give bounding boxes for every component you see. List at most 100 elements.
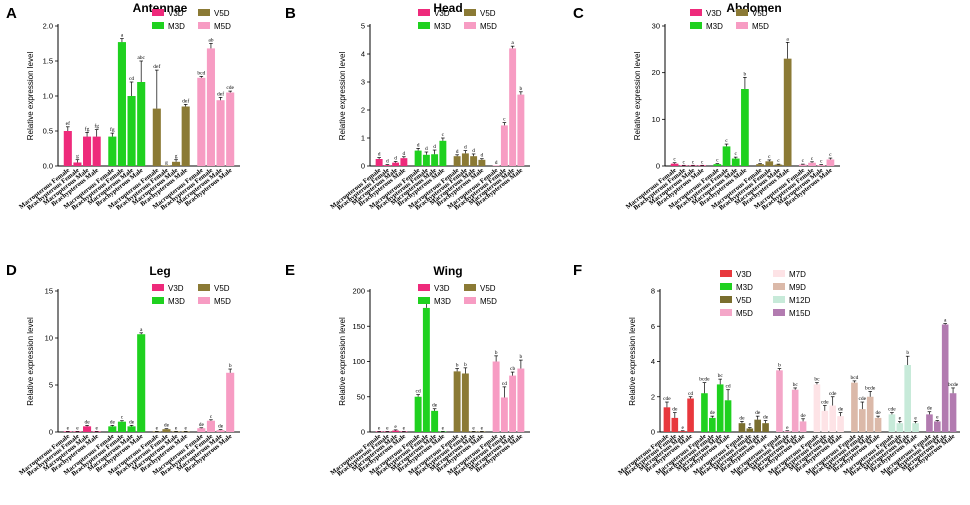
y-tick-label: 100 (352, 357, 365, 366)
bar (226, 92, 235, 166)
y-tick-label: 2 (651, 392, 655, 401)
bar (414, 396, 422, 432)
bar (392, 430, 400, 432)
legend-label: V5D (736, 296, 752, 305)
bar (859, 409, 866, 432)
bar (172, 431, 181, 432)
y-tick-label: 4 (361, 50, 365, 59)
significance-label: d (425, 146, 428, 152)
significance-label: c (442, 132, 445, 138)
y-tick-label: 0 (49, 428, 53, 437)
bar (431, 154, 439, 166)
significance-label: e (378, 425, 381, 431)
bar (500, 397, 508, 432)
significance-label: def (182, 97, 189, 104)
legend-swatch (152, 9, 164, 16)
bar (73, 431, 82, 432)
significance-label: bcde (948, 382, 959, 388)
bar (722, 146, 731, 166)
y-tick-label: 0 (651, 428, 655, 437)
bar (949, 393, 957, 432)
legend-swatch (464, 297, 476, 304)
legend-label: V3D (168, 284, 184, 293)
bar (422, 154, 430, 166)
significance-label: c (503, 117, 506, 123)
significance-label: e (156, 425, 159, 431)
bar (181, 106, 190, 166)
significance-label: e (184, 425, 187, 431)
bar (137, 334, 146, 432)
y-tick-label: 0 (656, 162, 660, 171)
legend-label: V3D (168, 9, 184, 18)
significance-label: d (481, 153, 484, 159)
bar (709, 417, 716, 432)
y-tick-label: 0 (361, 162, 365, 171)
significance-label: de (838, 407, 844, 413)
significance-label: abc (137, 55, 145, 61)
significance-label: cde (663, 396, 671, 402)
bar (216, 100, 225, 166)
bar (137, 82, 146, 166)
significance-label: g (165, 160, 168, 166)
bar (679, 165, 688, 166)
bar (492, 165, 500, 166)
significance-label: cde (829, 391, 837, 397)
bar (663, 407, 671, 432)
y-tick-label: 50 (357, 392, 365, 401)
bar (679, 431, 686, 432)
bar (206, 48, 215, 166)
significance-label: cd (688, 391, 693, 397)
significance-label: ab (208, 38, 213, 44)
y-axis-label: Relative expression level (338, 317, 347, 406)
bar (478, 159, 486, 166)
y-tick-label: 1 (361, 134, 365, 143)
legend-swatch (152, 284, 164, 291)
legend-swatch (736, 9, 748, 16)
significance-label: e (899, 415, 902, 421)
significance-label: de (739, 415, 745, 421)
legend-label: M5D (480, 22, 497, 31)
significance-label: c (777, 158, 780, 164)
chart-title: Antennae (133, 1, 188, 15)
bar (431, 410, 439, 432)
bar (799, 421, 807, 432)
significance-label: c (683, 159, 686, 165)
bar (912, 423, 919, 432)
bar (817, 165, 826, 166)
significance-label: cb (510, 366, 515, 372)
bar (83, 136, 92, 166)
legend-label: M5D (214, 22, 231, 31)
bar (216, 430, 225, 432)
bar (500, 125, 508, 166)
panel-letter: B (285, 5, 296, 22)
bar (776, 370, 783, 432)
legend-swatch (418, 297, 430, 304)
legend-swatch (418, 9, 430, 16)
legend-label: V3D (706, 9, 722, 18)
significance-label: de (763, 415, 769, 421)
significance-label: e (481, 425, 484, 431)
legend-label: M3D (168, 297, 185, 306)
significance-label: e (786, 425, 789, 431)
bar (383, 165, 391, 166)
significance-label: a (121, 33, 124, 39)
significance-label: fg (110, 126, 115, 133)
significance-label: de (164, 423, 170, 429)
legend-label: M5D (480, 297, 497, 306)
significance-label: d (472, 148, 475, 154)
legend-label: M3D (736, 283, 753, 292)
legend-label: V5D (214, 284, 230, 293)
bar (197, 77, 206, 166)
bar (826, 159, 835, 166)
bar (934, 421, 941, 432)
significance-label: g (175, 154, 178, 160)
significance-label: de (218, 424, 224, 430)
bar (492, 361, 500, 432)
legend-swatch (464, 22, 476, 29)
legend-swatch (773, 270, 785, 277)
significance-label: de (672, 407, 678, 413)
significance-label: a (511, 40, 514, 46)
y-axis-label: Relative expression level (338, 52, 347, 141)
y-tick-label: 1.0 (43, 92, 53, 101)
